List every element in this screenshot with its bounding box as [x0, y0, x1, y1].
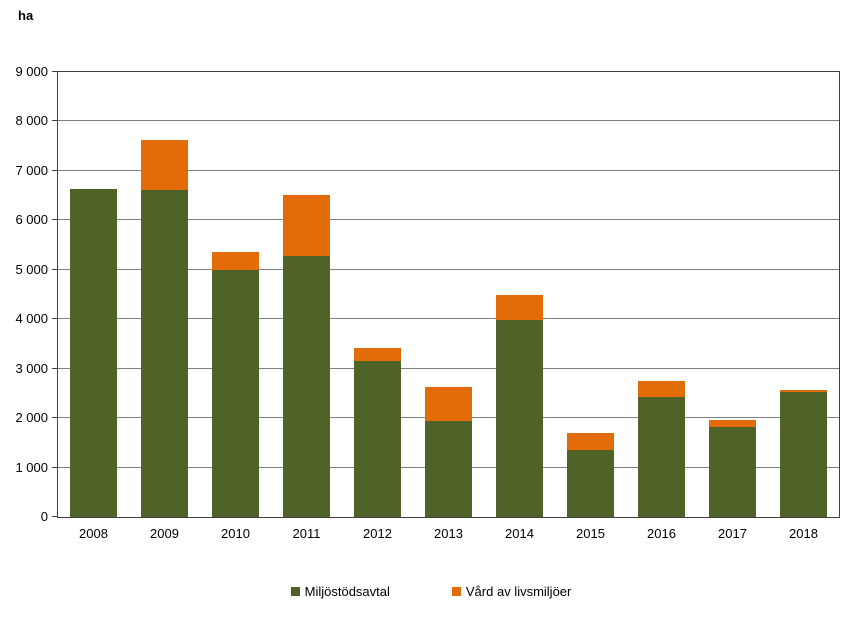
y-axis-tick [52, 219, 57, 220]
bar-segment-2015 [567, 433, 614, 450]
bar-segment-2018 [780, 390, 827, 392]
y-axis-tick [52, 318, 57, 319]
bar-segment-2011 [283, 195, 330, 256]
y-axis-tick [52, 368, 57, 369]
x-axis-label: 2014 [505, 526, 534, 541]
y-axis-label: 5 000 [15, 262, 48, 277]
y-axis-tick [52, 170, 57, 171]
bar-segment-2016 [638, 397, 685, 517]
x-axis-label: 2017 [718, 526, 747, 541]
bar-segment-2008 [70, 189, 117, 517]
x-axis-label: 2009 [150, 526, 179, 541]
bar-segment-2012 [354, 348, 401, 361]
y-axis-label: 7 000 [15, 163, 48, 178]
x-axis-label: 2011 [292, 526, 321, 541]
y-axis-tick [52, 417, 57, 418]
legend-item: Miljöstödsavtal [290, 584, 390, 599]
legend-label: Miljöstödsavtal [304, 584, 390, 599]
gridline [58, 269, 839, 270]
legend-item: Vård av livsmiljöer [451, 584, 572, 599]
y-axis-tick [52, 467, 57, 468]
x-axis-label: 2015 [576, 526, 605, 541]
bar-segment-2010 [212, 252, 259, 270]
x-axis-label: 2013 [434, 526, 463, 541]
bar-segment-2012 [354, 361, 401, 517]
y-axis-label: 1 000 [15, 460, 48, 475]
x-axis-label: 2010 [221, 526, 250, 541]
bar-segment-2013 [425, 387, 472, 421]
y-axis-label: 8 000 [15, 113, 48, 128]
legend-swatch-icon [451, 587, 461, 596]
bar-segment-2011 [283, 256, 330, 517]
y-axis-tick [52, 269, 57, 270]
y-axis-label: 3 000 [15, 361, 48, 376]
bar-segment-2009 [141, 190, 188, 517]
bar-segment-2013 [425, 421, 472, 517]
legend: Miljöstödsavtal Vård av livsmiljöer [0, 584, 862, 599]
x-axis-label: 2018 [789, 526, 818, 541]
bar-segment-2015 [567, 450, 614, 517]
y-axis-label: 2 000 [15, 410, 48, 425]
plot-area [57, 71, 840, 518]
bar-segment-2009 [141, 140, 188, 190]
y-axis-tick [52, 120, 57, 121]
bar-segment-2014 [496, 295, 543, 320]
x-axis-label: 2016 [647, 526, 676, 541]
bar-segment-2017 [709, 427, 756, 517]
y-axis-label: 6 000 [15, 212, 48, 227]
bar-segment-2014 [496, 320, 543, 517]
y-axis-unit-label: ha [18, 8, 34, 23]
y-axis-label: 4 000 [15, 311, 48, 326]
y-axis-label: 0 [40, 509, 48, 524]
x-axis-label: 2012 [363, 526, 392, 541]
gridline [58, 219, 839, 220]
bar-segment-2017 [709, 420, 756, 427]
bar-segment-2016 [638, 381, 685, 397]
y-axis-tick [52, 71, 57, 72]
legend-swatch-icon [290, 587, 300, 596]
y-axis-label: 9 000 [15, 64, 48, 79]
gridline [58, 170, 839, 171]
legend-label: Vård av livsmiljöer [465, 584, 572, 599]
gridline [58, 318, 839, 319]
gridline [58, 368, 839, 369]
bar-segment-2010 [212, 270, 259, 517]
x-axis-label: 2008 [79, 526, 108, 541]
y-axis-tick [52, 516, 57, 517]
gridline [58, 120, 839, 121]
bar-segment-2018 [780, 392, 827, 517]
